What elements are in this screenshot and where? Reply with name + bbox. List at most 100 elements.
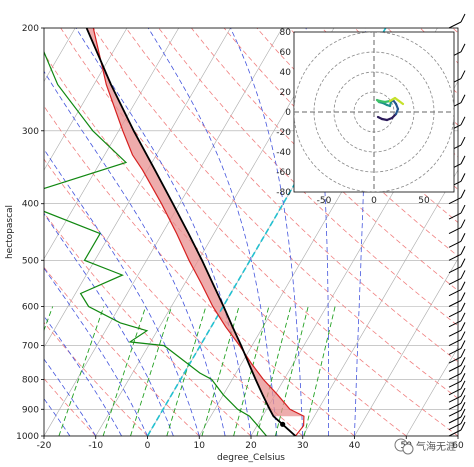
- wind-barb-feather: [460, 155, 466, 165]
- y-tick-label: 500: [22, 256, 39, 266]
- hodograph-trace: [375, 96, 405, 122]
- wind-barb-feather: [460, 340, 466, 349]
- hodograph-x-tick-label: 0: [371, 196, 377, 206]
- wind-barb-feather: [460, 136, 466, 146]
- wind-barb-shaft: [448, 372, 462, 380]
- wind-barb-shaft: [448, 423, 462, 431]
- hodograph-y-tick-label: -40: [276, 148, 291, 158]
- y-tick-label: 900: [22, 405, 39, 415]
- wind-barb: [448, 270, 466, 285]
- wind-barb-shaft: [448, 429, 462, 437]
- wind-barb-shaft: [448, 388, 462, 396]
- wind-barb-feather: [460, 357, 466, 366]
- wind-barb-feather: [460, 270, 466, 279]
- wind-barb-shaft: [448, 348, 462, 355]
- wind-barb-feather: [460, 173, 466, 182]
- wind-barb: [448, 421, 466, 437]
- wind-barb-shaft: [448, 253, 462, 261]
- dry-adiabat: [93, 28, 458, 399]
- hodograph-segment: [397, 99, 405, 106]
- dry-adiabat: [44, 158, 304, 436]
- wind-barb-shaft: [448, 212, 462, 220]
- wind-barb-shaft: [448, 409, 462, 417]
- mixing-ratio-line: [303, 306, 336, 436]
- wind-barb-shaft: [448, 310, 462, 318]
- main-plot: -20-100102030405060 10009008007006005004…: [5, 13, 466, 463]
- dry-adiabat: [44, 105, 355, 436]
- dry-adiabat: [44, 377, 97, 436]
- x-tick-label: -10: [88, 441, 103, 451]
- wind-barb-feather: [460, 258, 466, 267]
- wind-barb-feather: [460, 189, 466, 198]
- wind-barb-shaft: [448, 289, 462, 297]
- x-tick-label: 20: [245, 441, 257, 451]
- wind-barb-feather: [460, 281, 466, 290]
- hodograph-y-tick-label: -60: [276, 168, 291, 178]
- wind-barb-feather: [460, 13, 466, 23]
- profiles: [44, 28, 387, 436]
- wind-barb: [448, 387, 466, 403]
- y-tick-label: 700: [22, 342, 39, 352]
- wind-barb: [448, 357, 466, 372]
- x-axis-label: degree_Celsius: [217, 453, 285, 463]
- wind-barb-feather: [460, 292, 466, 301]
- wechat-icon-bubble: [402, 443, 414, 455]
- wind-barb-feather: [460, 395, 466, 404]
- hodograph-y-tick-label: 0: [285, 108, 291, 118]
- wind-barb-shaft: [448, 364, 462, 372]
- wind-barb-shaft: [448, 320, 462, 328]
- isotherm: [405, 346, 458, 436]
- moist-adiabat: [44, 70, 226, 436]
- mixing-ratio-line: [130, 306, 173, 436]
- wind-barb: [448, 322, 466, 337]
- wind-barb-feather: [460, 43, 466, 53]
- y-tick-label: 400: [22, 200, 39, 210]
- hodograph-y-tick-label: -20: [276, 128, 291, 138]
- wind-barbs: [448, 13, 466, 437]
- wind-barb-feather: [460, 415, 466, 424]
- hodograph-x-tick-label: 50: [418, 196, 430, 206]
- wind-barb: [448, 402, 466, 417]
- wind-barb-shaft: [448, 395, 462, 403]
- x-tick-label: -20: [37, 441, 52, 451]
- wind-barb: [448, 408, 466, 424]
- wind-barb: [448, 373, 466, 388]
- wind-barb-shaft: [448, 197, 462, 205]
- dry-adiabat: [44, 321, 148, 436]
- wind-barb: [448, 219, 466, 235]
- hodograph-x-tick-label: -50: [317, 196, 332, 206]
- wind-barb-shaft: [448, 329, 462, 337]
- hodograph-y-tick-label: 40: [280, 68, 292, 78]
- wind-barb-feather: [460, 94, 466, 103]
- lcl-marker: [280, 421, 286, 427]
- wind-barb-shaft: [448, 240, 462, 248]
- wind-barb-feather: [460, 116, 466, 126]
- x-tick-label: 30: [297, 441, 309, 451]
- wind-barb-shaft: [448, 300, 462, 307]
- hodograph-y-tick-label: 20: [280, 88, 292, 98]
- wind-barb-feather: [460, 219, 466, 228]
- isotherm: [44, 28, 231, 348]
- wind-barb: [448, 204, 466, 220]
- moist-adiabat: [305, 28, 330, 436]
- wind-barb-feather: [460, 331, 466, 340]
- watermark-text: 气海无涯: [416, 440, 456, 453]
- dewpoint-line: [44, 50, 267, 436]
- wind-barb-feather: [460, 421, 466, 431]
- mixing-ratio-line: [58, 306, 105, 436]
- dry-adiabat: [44, 266, 200, 436]
- wind-barb: [448, 189, 466, 205]
- moist-adiabat: [44, 398, 71, 436]
- dry-adiabat: [44, 52, 407, 436]
- isotherm: [302, 169, 458, 436]
- isotherm: [354, 258, 458, 436]
- dry-adiabat: [125, 28, 458, 363]
- wind-barb: [448, 258, 466, 274]
- wind-barb-feather: [460, 322, 466, 331]
- moist-adiabat: [44, 267, 148, 436]
- wind-barb-feather: [460, 246, 466, 255]
- moist-adiabat: [44, 212, 174, 436]
- mixing-ratio-line: [44, 306, 54, 332]
- wind-barb: [448, 348, 466, 364]
